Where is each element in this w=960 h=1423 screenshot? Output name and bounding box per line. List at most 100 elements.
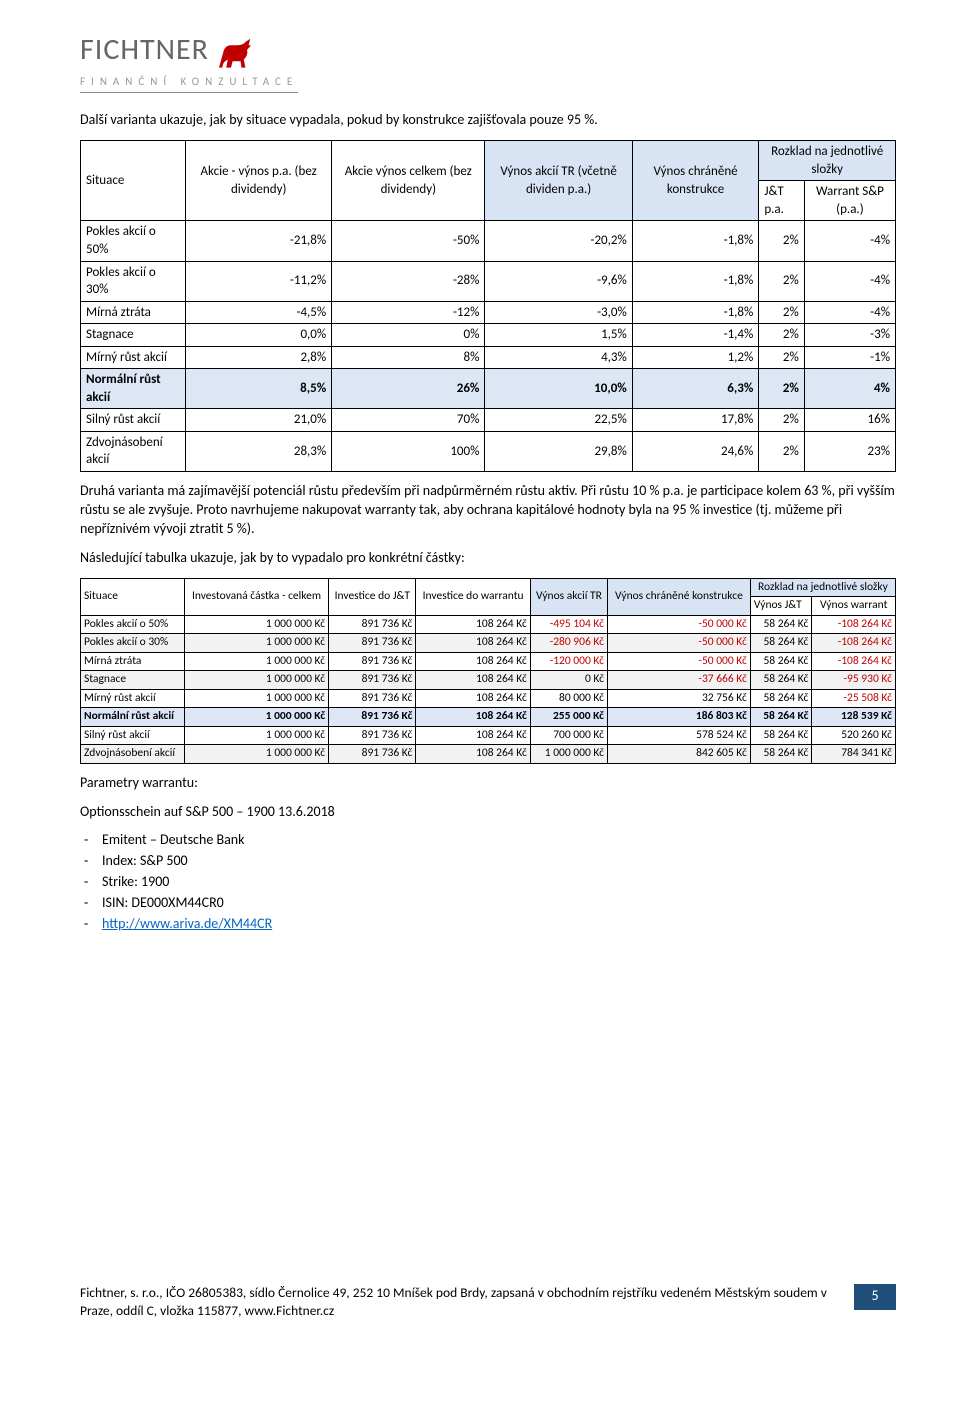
table-cell: 21,0% xyxy=(186,409,332,432)
page-number: 5 xyxy=(854,1284,896,1310)
table-cell: -37 666 Kč xyxy=(608,671,751,690)
table1-body: Pokles akcií o 50%-21,8%-50%-20,2%-1,8%2… xyxy=(81,221,896,472)
table-row: Mírná ztráta-4,5%-12%-3,0%-1,8%2%-4% xyxy=(81,301,896,324)
table-cell: 1 000 000 Kč xyxy=(184,634,328,653)
table-row: Silný růst akcií21,0%70%22,5%17,8%2%16% xyxy=(81,409,896,432)
table-row: Mírný růst akcií1 000 000 Kč891 736 Kč10… xyxy=(81,689,896,708)
table-cell: 58 264 Kč xyxy=(750,652,812,671)
table-cell: Mírný růst akcií xyxy=(81,689,185,708)
table-cell: Pokles akcií o 50% xyxy=(81,615,185,634)
table-cell: Mírná ztráta xyxy=(81,301,186,324)
table-cell: 4,3% xyxy=(485,346,632,369)
table-cell: -1,8% xyxy=(632,221,759,261)
table-cell: 2% xyxy=(759,431,805,471)
table-cell: 891 736 Kč xyxy=(329,671,416,690)
table-cell: 8,5% xyxy=(186,369,332,409)
footer-text: Fichtner, s. r.o., IČO 26805383, sídlo Č… xyxy=(80,1284,840,1320)
table-row: Stagnace0,0%0%1,5%-1,4%2%-3% xyxy=(81,324,896,347)
table-cell: -12% xyxy=(332,301,485,324)
t2-th-rozklad: Rozklad na jednotlivé složky xyxy=(750,578,895,597)
table-cell: Normální růst akcií xyxy=(81,369,186,409)
table-cell: 1 000 000 Kč xyxy=(184,652,328,671)
table-cell: -21,8% xyxy=(186,221,332,261)
table-cell: 0,0% xyxy=(186,324,332,347)
table-cell: -1,8% xyxy=(632,261,759,301)
table-cell: Silný růst akcií xyxy=(81,409,186,432)
table-cell: Mírný růst akcií xyxy=(81,346,186,369)
table-cell: Stagnace xyxy=(81,671,185,690)
table-cell: -3% xyxy=(804,324,895,347)
th-c6: Warrant S&P (p.a.) xyxy=(804,181,895,221)
table-cell: 700 000 Kč xyxy=(530,726,607,745)
table-cell: 108 264 Kč xyxy=(416,652,530,671)
table-cell: 520 260 Kč xyxy=(812,726,896,745)
table-cell: 1 000 000 Kč xyxy=(184,671,328,690)
table-cell: 24,6% xyxy=(632,431,759,471)
table-cell: -20,2% xyxy=(485,221,632,261)
table-cell: -50 000 Kč xyxy=(608,634,751,653)
table-row: Mírná ztráta1 000 000 Kč891 736 Kč108 26… xyxy=(81,652,896,671)
t2-th-c6: Výnos J&T xyxy=(750,597,812,616)
table-cell: 2% xyxy=(759,324,805,347)
table-cell: 17,8% xyxy=(632,409,759,432)
table-cell: 2% xyxy=(759,221,805,261)
list-item: Emitent – Deutsche Bank xyxy=(102,831,896,850)
param-line: Optionsschein auf S&P 500 – 1900 13.6.20… xyxy=(80,803,896,822)
table-cell: 23% xyxy=(804,431,895,471)
table-row: Pokles akcií o 50%1 000 000 Kč891 736 Kč… xyxy=(81,615,896,634)
table-cell: Pokles akcií o 30% xyxy=(81,634,185,653)
table-yield-scenarios: Situace Akcie - výnos p.a. (bez dividend… xyxy=(80,140,896,472)
table-cell: -108 264 Kč xyxy=(812,615,896,634)
table-cell: 4% xyxy=(804,369,895,409)
table-cell: 80 000 Kč xyxy=(530,689,607,708)
table-cell: 891 736 Kč xyxy=(329,689,416,708)
table-row: Silný růst akcií1 000 000 Kč891 736 Kč10… xyxy=(81,726,896,745)
th-c3: Výnos akcií TR (včetně dividen p.a.) xyxy=(485,141,632,221)
table-cell: 6,3% xyxy=(632,369,759,409)
logo-block: FICHTNER FINANČNÍ KONZULTACE xyxy=(80,30,896,93)
t2-th-c1: Investovaná částka - celkem xyxy=(184,578,328,615)
table-cell: -1% xyxy=(804,346,895,369)
table-cell: -50% xyxy=(332,221,485,261)
table-cell: 58 264 Kč xyxy=(750,708,812,727)
table-cell: 0% xyxy=(332,324,485,347)
table-cell: Mírná ztráta xyxy=(81,652,185,671)
list-item: ISIN: DE000XM44CR0 xyxy=(102,894,896,913)
table-cell: 10,0% xyxy=(485,369,632,409)
table-cell: -108 264 Kč xyxy=(812,634,896,653)
table-cell: 108 264 Kč xyxy=(416,745,530,764)
th-situace: Situace xyxy=(81,141,186,221)
table-cell: 58 264 Kč xyxy=(750,726,812,745)
t2-th-c7: Výnos warrant xyxy=(812,597,896,616)
table-cell: 32 756 Kč xyxy=(608,689,751,708)
table-cell: 0 Kč xyxy=(530,671,607,690)
table-cell: -4,5% xyxy=(186,301,332,324)
table-cell: Pokles akcií o 30% xyxy=(81,261,186,301)
table-cell: -50 000 Kč xyxy=(608,652,751,671)
table-cell: Silný růst akcií xyxy=(81,726,185,745)
table-cell: 108 264 Kč xyxy=(416,726,530,745)
table2-head: Situace Investovaná částka - celkem Inve… xyxy=(81,578,896,615)
table-cell: 2% xyxy=(759,261,805,301)
bullet-list: Emitent – Deutsche BankIndex: S&P 500Str… xyxy=(102,831,896,933)
th-rozklad: Rozklad na jednotlivé složky xyxy=(759,141,896,181)
table-cell: 891 736 Kč xyxy=(329,726,416,745)
t2-th-c5: Výnos chráněné konstrukce xyxy=(608,578,751,615)
table-cell: 1 000 000 Kč xyxy=(184,689,328,708)
table-cell: 28,3% xyxy=(186,431,332,471)
table-cell: -108 264 Kč xyxy=(812,652,896,671)
th-c1: Akcie - výnos p.a. (bez dividendy) xyxy=(186,141,332,221)
table1-head: Situace Akcie - výnos p.a. (bez dividend… xyxy=(81,141,896,221)
th-c5: J&T p.a. xyxy=(759,181,805,221)
th-c2: Akcie výnos celkem (bez dividendy) xyxy=(332,141,485,221)
table-cell: 1 000 000 Kč xyxy=(184,615,328,634)
t2-th-c3: Investice do warrantu xyxy=(416,578,530,615)
table-cell: Pokles akcií o 50% xyxy=(81,221,186,261)
table-cell: Zdvojnásobení akcií xyxy=(81,431,186,471)
table-cell: 2% xyxy=(759,409,805,432)
external-link[interactable]: http://www.ariva.de/XM44CR xyxy=(102,915,272,932)
table-cell: -280 906 Kč xyxy=(530,634,607,653)
table-cell: 70% xyxy=(332,409,485,432)
table-cell: 29,8% xyxy=(485,431,632,471)
logo-name: FICHTNER xyxy=(80,30,209,71)
